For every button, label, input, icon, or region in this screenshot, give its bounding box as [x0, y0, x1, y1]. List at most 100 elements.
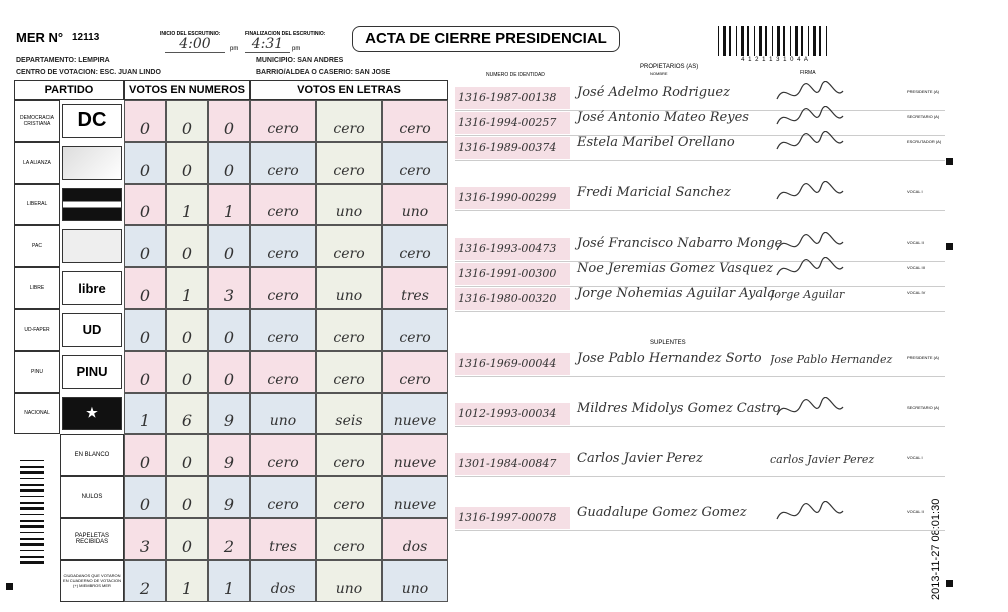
id-number: 1316-1989-00374 — [455, 137, 570, 159]
vote-word: cero — [250, 183, 316, 226]
member-name: Guadalupe Gomez Gomez — [577, 505, 747, 520]
vote-word: uno — [250, 392, 316, 435]
scribble-path — [776, 396, 844, 416]
name-header: NOMBRE — [650, 71, 668, 76]
vote-digit: 1 — [208, 559, 250, 602]
department: DEPARTAMENTO: LEMPIRA — [16, 57, 110, 64]
party-label: NACIONAL — [14, 392, 60, 435]
signature: Jorge Aguilar — [770, 288, 845, 301]
role: ESCRUTADOR (A) — [907, 139, 942, 144]
row-label: NULOS — [60, 476, 124, 518]
scribble — [776, 396, 844, 416]
registration-mark — [946, 158, 953, 165]
substitutes-header: SUPLENTES — [650, 340, 686, 346]
bar — [772, 26, 773, 56]
role: SECRETARIO (A) — [907, 405, 940, 410]
vote-digit: 9 — [208, 476, 250, 518]
vote-word: cero — [316, 434, 382, 477]
vote-digit: 0 — [208, 309, 250, 351]
municipality: MUNICIPIO: SAN ANDRES — [256, 57, 344, 64]
bar — [754, 26, 755, 56]
bar — [747, 26, 749, 56]
member-name: Noe Jeremias Gomez Vasquez — [577, 261, 773, 276]
vote-digit: 0 — [124, 476, 166, 518]
vote-digit: 0 — [124, 267, 166, 309]
bar — [790, 26, 791, 56]
start-label: INICIO DEL ESCRUTINIO: — [160, 31, 221, 37]
row-line — [455, 376, 945, 377]
member-name: Carlos Javier Perez — [577, 451, 703, 466]
id-number: 1316-1990-00299 — [455, 187, 570, 209]
signature-scribble — [775, 396, 845, 423]
vote-word: cero — [316, 518, 382, 560]
scribble-path — [776, 105, 844, 125]
vote-digit: 0 — [208, 141, 250, 184]
vote-digit: 0 — [166, 518, 208, 560]
bar — [736, 26, 737, 56]
role: VOCAL II — [907, 509, 924, 514]
voting-center: CENTRO DE VOTACION: ESC. JUAN LINDO — [16, 69, 161, 76]
side-barcode — [20, 460, 52, 570]
row-label: CIUDADANOS QUE VOTARON EN CUADERNO DE VO… — [60, 559, 124, 602]
id-number: 1301-1984-00847 — [455, 453, 570, 475]
bar — [741, 26, 744, 56]
vote-digit: 0 — [124, 183, 166, 226]
bar — [20, 489, 44, 492]
id-number: 1316-1987-00138 — [455, 87, 570, 109]
vote-word: uno — [382, 559, 448, 602]
id-number: 1316-1980-00320 — [455, 288, 570, 310]
role: VOCAL IV — [907, 290, 926, 295]
bar — [783, 26, 785, 56]
vote-digit: 2 — [124, 559, 166, 602]
column-header: PARTIDO — [14, 80, 124, 100]
vote-digit: 0 — [166, 350, 208, 393]
bar — [20, 543, 44, 546]
vote-digit: 0 — [166, 476, 208, 518]
vote-word: dos — [250, 559, 316, 602]
party-label: LIBERAL — [14, 183, 60, 226]
vote-word: cero — [316, 225, 382, 268]
row-label: PAPELETAS RECIBIDAS — [60, 518, 124, 560]
vote-word: nueve — [382, 392, 448, 435]
vote-digit: 0 — [124, 350, 166, 393]
vote-word: cero — [382, 225, 448, 268]
role: VOCAL II — [907, 240, 924, 245]
row-line — [455, 210, 945, 211]
vote-digit: 1 — [166, 559, 208, 602]
signature-scribble — [775, 180, 845, 207]
bar — [20, 471, 44, 474]
vote-word: cero — [382, 141, 448, 184]
bar — [808, 26, 809, 56]
end-label: FINALIZACION DEL ESCRUTINIO: — [245, 31, 326, 37]
scribble — [776, 105, 844, 125]
vote-digit: 9 — [208, 392, 250, 435]
row-line — [455, 135, 945, 136]
vote-word: cero — [316, 100, 382, 142]
party-label: UD-FAPER — [14, 309, 60, 351]
vote-word: nueve — [382, 434, 448, 477]
scribble — [776, 80, 844, 100]
vote-digit: 0 — [166, 100, 208, 142]
vote-digit: 0 — [208, 100, 250, 142]
bar — [20, 507, 44, 510]
row-line — [455, 530, 945, 531]
role: PRESIDENTE (A) — [907, 89, 940, 94]
row-label: EN BLANCO — [60, 434, 124, 477]
role: VOCAL III — [907, 265, 925, 270]
vote-digit: 1 — [166, 267, 208, 309]
vote-word: uno — [316, 183, 382, 226]
start-time: 4:00 — [165, 36, 225, 53]
scribble-path — [776, 231, 844, 251]
signature: carlos Javier Perez — [770, 453, 875, 466]
registration-mark — [946, 580, 953, 587]
vote-word: uno — [382, 183, 448, 226]
bar — [20, 484, 44, 486]
row-line — [455, 160, 945, 161]
bar — [20, 478, 44, 479]
vote-word: cero — [316, 350, 382, 393]
bar — [20, 520, 44, 522]
bar — [20, 561, 44, 564]
vote-digit: 0 — [166, 141, 208, 184]
vote-word: nueve — [382, 476, 448, 518]
party-logo — [62, 187, 122, 222]
